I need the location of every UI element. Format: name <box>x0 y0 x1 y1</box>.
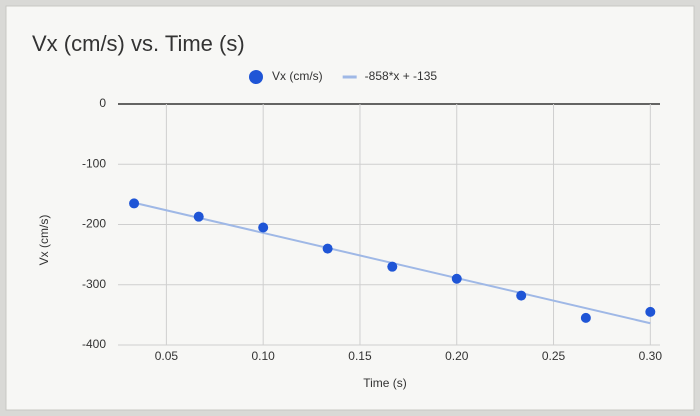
legend-label: Vx (cm/s) <box>272 69 323 83</box>
point <box>193 211 204 222</box>
legend-label: -858*x + -135 <box>365 69 438 83</box>
x-tick-label: 0.20 <box>445 349 469 363</box>
x-tick-label: 0.10 <box>251 349 275 363</box>
y-tick-label: -200 <box>82 217 106 231</box>
y-tick-label: -100 <box>82 156 106 170</box>
y-tick-label: 0 <box>99 96 106 110</box>
legend-marker <box>249 70 263 84</box>
x-tick-label: 0.05 <box>155 349 179 363</box>
point <box>258 222 269 233</box>
chart-title: Vx (cm/s) vs. Time (s) <box>32 31 245 56</box>
point <box>645 306 656 317</box>
x-axis-label: Time (s) <box>363 376 407 390</box>
x-tick-label: 0.25 <box>542 349 566 363</box>
x-tick-label: 0.30 <box>639 349 663 363</box>
point <box>387 261 398 272</box>
point <box>580 312 591 323</box>
point <box>516 290 527 301</box>
point <box>129 198 140 209</box>
point <box>322 243 333 254</box>
y-tick-label: -400 <box>82 337 106 351</box>
x-tick-label: 0.15 <box>348 349 372 363</box>
y-tick-label: -300 <box>82 277 106 291</box>
y-axis-label: Vx (cm/s) <box>37 215 51 266</box>
point <box>451 273 462 284</box>
chart-background <box>5 5 695 411</box>
